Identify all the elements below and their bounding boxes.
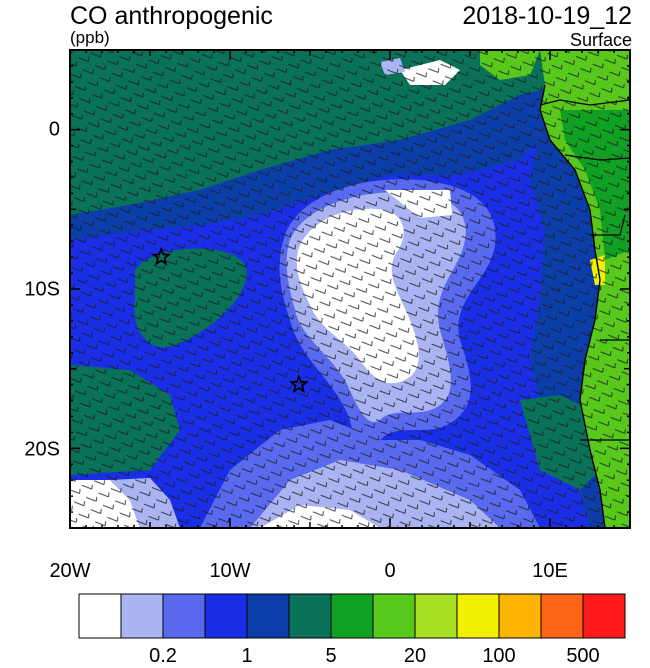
colorbar-swatch bbox=[330, 593, 374, 639]
axis-ticks bbox=[69, 49, 631, 529]
units-label: (ppb) bbox=[70, 28, 110, 47]
y-tick-label-0: 0 bbox=[48, 118, 60, 141]
colorbar-swatch bbox=[246, 593, 290, 639]
colorbar-swatch bbox=[78, 593, 122, 639]
y-tick-label-20s: 20S bbox=[24, 438, 60, 461]
x-tick-label-0: 0 bbox=[384, 560, 396, 582]
colorbar-label-4: 100 bbox=[482, 645, 516, 667]
colorbar-swatch bbox=[204, 593, 248, 639]
colorbar-label-0: 0.2 bbox=[149, 645, 177, 667]
colorbar-swatch bbox=[162, 593, 206, 639]
x-tick-label-10w: 10W bbox=[209, 560, 251, 582]
colorbar-label-1: 1 bbox=[241, 645, 253, 667]
colorbar-swatch bbox=[372, 593, 416, 639]
map-title: CO anthropogenic bbox=[70, 2, 273, 30]
colorbar bbox=[78, 593, 626, 639]
colorbar-swatch bbox=[414, 593, 458, 639]
station-markers bbox=[151, 246, 309, 394]
star-marker-1 bbox=[151, 246, 172, 266]
x-tick-label-10e: 10E bbox=[532, 560, 568, 582]
colorbar-label-3: 20 bbox=[403, 645, 427, 667]
x-tick-label-20w: 20W bbox=[49, 560, 91, 582]
y-tick-label-10s: 10S bbox=[24, 278, 60, 301]
colorbar-label-2: 5 bbox=[325, 645, 337, 667]
colorbar-label-5: 500 bbox=[566, 645, 600, 667]
colorbar-swatch bbox=[288, 593, 332, 639]
colorbar-swatch bbox=[456, 593, 500, 639]
co-concentration-field bbox=[70, 50, 630, 528]
colorbar-swatch bbox=[120, 593, 164, 639]
colorbar-swatch bbox=[540, 593, 584, 639]
colorbar-swatch bbox=[498, 593, 542, 639]
level-label: Surface bbox=[569, 30, 632, 50]
star-marker-2 bbox=[288, 374, 309, 394]
datetime-label: 2018-10-19_12 bbox=[462, 2, 632, 30]
colorbar-swatch bbox=[582, 593, 626, 639]
